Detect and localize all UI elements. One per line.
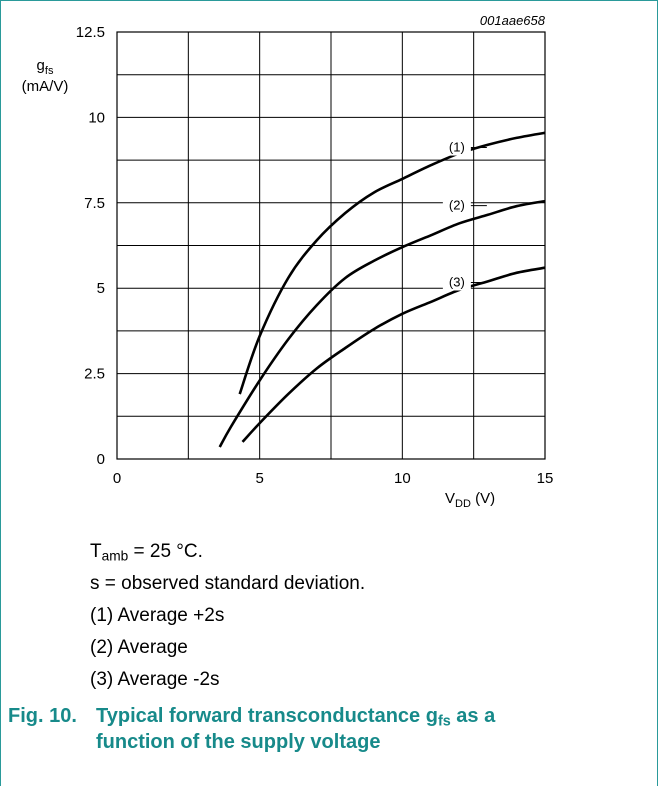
caption-text: Typical forward transconductance gfs as … <box>96 705 496 730</box>
x-tick-label: 10 <box>394 470 411 487</box>
series-label-bg <box>442 273 471 291</box>
x-axis-label: VDD (V) <box>445 490 495 510</box>
x-tick-label: 15 <box>537 470 554 487</box>
y-tick-label: 12.5 <box>76 24 105 41</box>
series-labels: (1) (2) (3) <box>442 138 487 291</box>
figure-number: Fig. 10. <box>8 705 77 727</box>
caption-line-2: function of the supply voltage <box>96 731 381 753</box>
series-curve-1 <box>238 131 546 395</box>
series-curve-3 <box>241 266 546 443</box>
y-tick-label: 10 <box>88 109 105 126</box>
figure-id: 001aae658 <box>480 13 546 28</box>
series-curve-2 <box>218 199 546 448</box>
y-tick-label: 5 <box>97 280 105 297</box>
transconductance-chart: (1) (2) (3) 0 5 10 15 0 2.5 5 7.5 10 12.5 001aae658… <box>22 13 554 510</box>
series-label-3: (3) <box>449 274 465 289</box>
note-series-1: (1) Average +2s <box>90 605 225 626</box>
plot-border <box>116 31 546 460</box>
chart-grid <box>116 31 546 460</box>
note-tamb: Tamb = 25 °C. <box>90 541 203 564</box>
x-tick-label: 5 <box>255 470 263 487</box>
figure-notes: Tamb = 25 °C. s = observed standard devi… <box>90 536 365 696</box>
y-tick-label: 0 <box>97 451 105 468</box>
note-series-2: (2) Average <box>90 637 188 658</box>
note-series-3: (3) Average -2s <box>90 669 220 690</box>
tick-labels: 0 5 10 15 0 2.5 5 7.5 10 12.5 <box>76 24 554 487</box>
series-label-1: (1) <box>449 140 465 155</box>
note-std-dev: s = observed standard deviation. <box>90 573 366 594</box>
series-label-bg <box>442 138 471 156</box>
figure-caption: Fig. 10. Typical forward transconductance… <box>8 703 495 755</box>
series-label-bg <box>442 196 471 214</box>
series-label-2: (2) <box>449 198 465 213</box>
chart-curves <box>218 131 546 448</box>
y-axis-label: gfs <box>37 57 54 77</box>
y-tick-label: 2.5 <box>84 366 105 383</box>
y-tick-label: 7.5 <box>84 195 105 212</box>
y-axis-unit: (mA/V) <box>22 78 69 95</box>
x-tick-label: 0 <box>113 470 121 487</box>
